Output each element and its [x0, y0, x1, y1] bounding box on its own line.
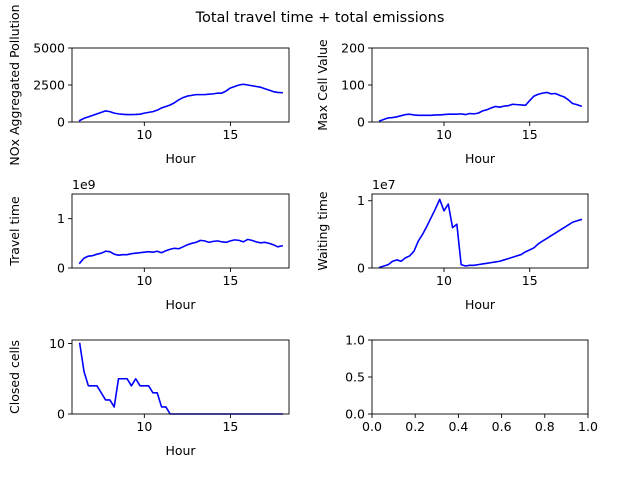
subplot-2-series-line — [378, 91, 583, 122]
subplot-5-xtick-label: 15 — [222, 419, 238, 434]
subplot-6-xtick-label: 0.2 — [405, 419, 425, 434]
subplot-3-offset-label: 1e9 — [72, 177, 96, 192]
subplot-5-ylabel: Closed cells — [7, 340, 22, 414]
subplot-2: 10 15 0 100 200 Hour Max Cell Value — [315, 39, 589, 166]
subplot-5: 10 15 0 10 Hour Closed cells — [7, 336, 290, 458]
subplot-4-frame — [371, 193, 589, 269]
subplot-3-series-line — [78, 238, 284, 265]
subplot-4-xlabel: Hour — [465, 297, 496, 312]
subplot-5-frame — [71, 339, 290, 415]
subplot-6-ytick-label: 1.0 — [345, 333, 365, 348]
subplot-1-ytick-label: 2500 — [33, 78, 65, 93]
subplot-2-xlabel: Hour — [465, 151, 496, 166]
subplot-2-xtick-label: 10 — [436, 127, 452, 142]
subplot-2-ytick-label: 0 — [357, 115, 365, 130]
subplot-5-xlabel: Hour — [165, 443, 196, 458]
subplot-3-xtick-label: 15 — [222, 273, 238, 288]
subplot-6-ytick-label: 0.5 — [345, 370, 365, 385]
subplot-3-frame — [71, 193, 290, 269]
subplot-6-ytick-label: 0.0 — [345, 407, 365, 422]
subplot-1-xtick-label: 10 — [136, 127, 152, 142]
subplot-2-ytick-label: 100 — [341, 78, 365, 93]
subplot-3-ylabel: Travel time — [7, 196, 22, 267]
subplot-4: 10 15 0 1 1e7 Hour Waiting time — [315, 177, 589, 312]
subplot-6-xtick-label: 1.0 — [578, 419, 598, 434]
subplot-4-offset-label: 1e7 — [372, 177, 396, 192]
figure-title: Total travel time + total emissions — [195, 10, 445, 26]
subplot-3-xlabel: Hour — [165, 297, 196, 312]
subplot-6-xtick-label: 0.4 — [448, 419, 468, 434]
subplot-4-series-line — [378, 198, 583, 269]
subplot-2-ytick-label: 200 — [341, 41, 365, 56]
subplot-3-xtick-label: 10 — [136, 273, 152, 288]
subplot-4-ytick-label: 1 — [357, 193, 365, 208]
subplot-6-xtick-label: 0.0 — [362, 419, 382, 434]
subplot-1-ylabel: NOx Aggregated Pollution — [7, 4, 22, 165]
subplot-1-ytick-label: 5000 — [33, 41, 65, 56]
subplot-5-xtick-label: 10 — [136, 419, 152, 434]
subplot-3-ytick-label: 0 — [57, 261, 65, 276]
subplot-1-xlabel: Hour — [165, 151, 196, 166]
subplot-5-ytick-label: 0 — [57, 407, 65, 422]
subplot-2-xtick-label: 15 — [522, 127, 538, 142]
subplot-1-series-line — [78, 83, 283, 122]
subplot-5-ytick-label: 10 — [49, 336, 65, 351]
subplot-1: 10 15 0 2500 5000 Hour NOx Aggregated Pollutio… — [7, 4, 290, 166]
subplot-4-ylabel: Waiting time — [315, 191, 330, 270]
subplot-6: 0.0 0.2 0.4 0.6 0.8 1.0 0.0 0.5 1.0 — [345, 333, 598, 435]
subplot-3-ytick-label: 1 — [57, 211, 65, 226]
subplot-4-ytick-label: 0 — [357, 261, 365, 276]
subplot-2-ylabel: Max Cell Value — [315, 39, 330, 131]
subplot-6-xtick-label: 0.6 — [492, 419, 512, 434]
subplot-6-xtick-label: 0.8 — [535, 419, 555, 434]
subplot-1-ytick-label: 0 — [57, 115, 65, 130]
subplot-1-xtick-label: 15 — [222, 127, 238, 142]
subplot-3: 10 15 0 1 1e9 Hour Travel time — [7, 177, 290, 312]
subplot-4-xtick-label: 10 — [436, 273, 452, 288]
subplot-4-xtick-label: 15 — [522, 273, 538, 288]
